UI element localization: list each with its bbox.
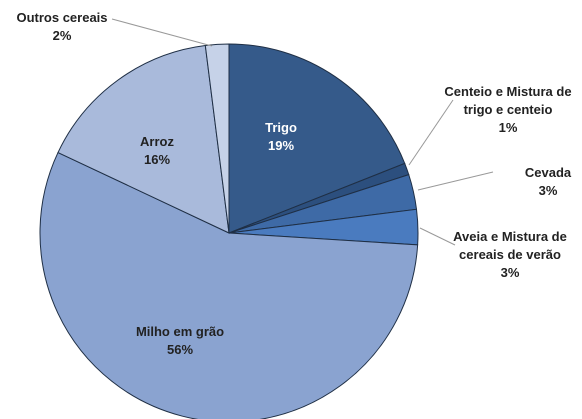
pie-slice	[204, 43, 230, 234]
slice-label: Centeio e Mistura de trigo e centeio 1%	[433, 83, 582, 137]
slice-label: Cevada 3%	[513, 164, 582, 200]
category-name: Milho em grão	[135, 324, 225, 339]
category-name: Outros cereais	[16, 10, 108, 25]
leader-line	[408, 99, 454, 166]
value-label: 3%	[538, 183, 558, 198]
pie-slice	[57, 44, 230, 234]
value-label: 19%	[267, 138, 295, 153]
value-label: 2%	[52, 28, 72, 43]
value-label: 16%	[143, 152, 171, 167]
value-label: 3%	[500, 265, 520, 280]
leader-line	[419, 227, 456, 246]
category-name: Aveia e Mistura de cereais de verão	[453, 229, 567, 262]
slice-label: Arroz 16%	[117, 133, 197, 169]
leader-line	[417, 171, 494, 191]
category-name: Trigo	[265, 120, 297, 135]
pie-slice	[228, 43, 406, 234]
value-label: 1%	[498, 120, 518, 135]
slice-label: Outros cereais 2%	[7, 9, 117, 45]
value-label: 56%	[166, 342, 194, 357]
slice-label: Trigo 19%	[241, 119, 321, 155]
leader-line	[111, 18, 213, 47]
pie-slice	[39, 151, 419, 419]
category-name: Centeio e Mistura de trigo e centeio	[444, 84, 572, 117]
slice-label: Aveia e Mistura de cereais de verão 3%	[435, 228, 582, 282]
category-name: Arroz	[140, 134, 174, 149]
slice-label: Milho em grão 56%	[110, 323, 250, 359]
category-name: Cevada	[524, 165, 572, 180]
